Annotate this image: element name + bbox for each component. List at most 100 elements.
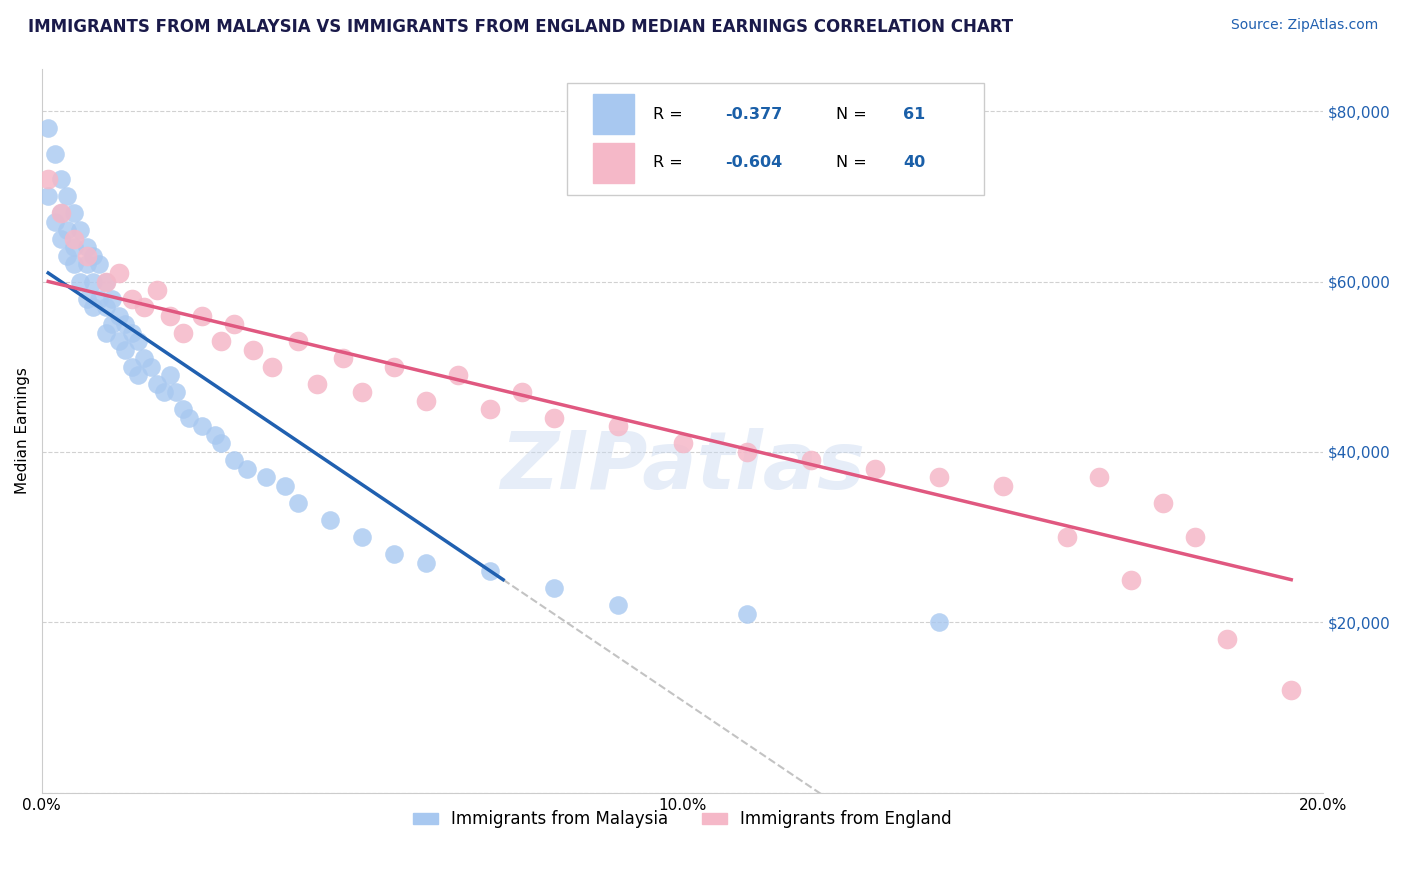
Point [56,223,79,237]
Point [800,453,823,467]
Point [1216,632,1239,647]
Point [735,607,758,621]
Point [127,334,149,348]
Point [63,232,86,246]
Point [76,240,98,254]
Text: IMMIGRANTS FROM MALAYSIA VS IMMIGRANTS FROM ENGLAND MEDIAN EARNINGS CORRELATION : IMMIGRANTS FROM MALAYSIA VS IMMIGRANTS F… [28,18,1014,36]
Point [121,326,143,340]
Point [262,359,284,374]
Point [63,206,86,220]
Point [1088,470,1111,484]
Point [101,292,124,306]
Point [94,275,117,289]
Point [134,300,156,314]
Y-axis label: Median Earnings: Median Earnings [15,368,30,494]
Point [49,232,72,246]
Text: 40: 40 [903,155,925,170]
Point [222,317,245,331]
Text: R =: R = [652,155,683,170]
Point [56,249,79,263]
Point [236,462,259,476]
Point [319,513,342,527]
Point [352,530,374,544]
Point [44,146,66,161]
Point [1279,683,1302,698]
Point [287,334,309,348]
Point [101,317,124,331]
Point [76,292,98,306]
Point [352,385,374,400]
Point [607,419,630,434]
Point [1152,496,1174,510]
Point [735,445,758,459]
Point [44,215,66,229]
Point [332,351,354,366]
Point [56,189,79,203]
Point [49,206,72,220]
Point [127,368,149,383]
Text: 61: 61 [903,107,925,121]
Point [76,257,98,271]
Point [94,326,117,340]
Point [114,317,136,331]
Text: N =: N = [837,155,868,170]
Point [1119,573,1142,587]
Point [121,292,143,306]
Point [82,275,104,289]
Bar [593,95,634,134]
Point [69,223,91,237]
Point [671,436,693,450]
Point [274,479,297,493]
Point [37,121,59,136]
FancyBboxPatch shape [567,83,984,195]
Point [37,189,59,203]
Point [204,427,226,442]
Point [447,368,470,383]
Point [415,556,437,570]
Point [146,376,169,391]
Point [63,240,86,254]
Point [37,172,59,186]
Point [287,496,309,510]
Point [82,300,104,314]
Text: Source: ZipAtlas.com: Source: ZipAtlas.com [1230,18,1378,32]
Point [209,436,232,450]
Text: ZIPatlas: ZIPatlas [501,428,865,506]
Point [543,581,565,595]
Point [139,359,162,374]
Point [191,309,214,323]
Point [928,615,950,630]
Point [512,385,534,400]
Point [1056,530,1078,544]
Point [63,257,86,271]
Bar [593,143,634,183]
Point [134,351,156,366]
Point [254,470,277,484]
Point [49,172,72,186]
Point [242,343,264,357]
Point [415,393,437,408]
Point [928,470,950,484]
Point [991,479,1014,493]
Point [165,385,187,400]
Point [382,547,405,561]
Point [863,462,886,476]
Point [94,275,117,289]
Text: -0.377: -0.377 [725,107,782,121]
Point [107,309,129,323]
Point [307,376,329,391]
Point [94,300,117,314]
Point [107,266,129,280]
Point [89,257,111,271]
Point [82,249,104,263]
Point [1184,530,1206,544]
Text: R =: R = [652,107,683,121]
Text: -0.604: -0.604 [725,155,782,170]
Point [222,453,245,467]
Point [607,599,630,613]
Point [49,206,72,220]
Point [114,343,136,357]
Point [172,402,194,417]
Point [107,334,129,348]
Point [159,309,181,323]
